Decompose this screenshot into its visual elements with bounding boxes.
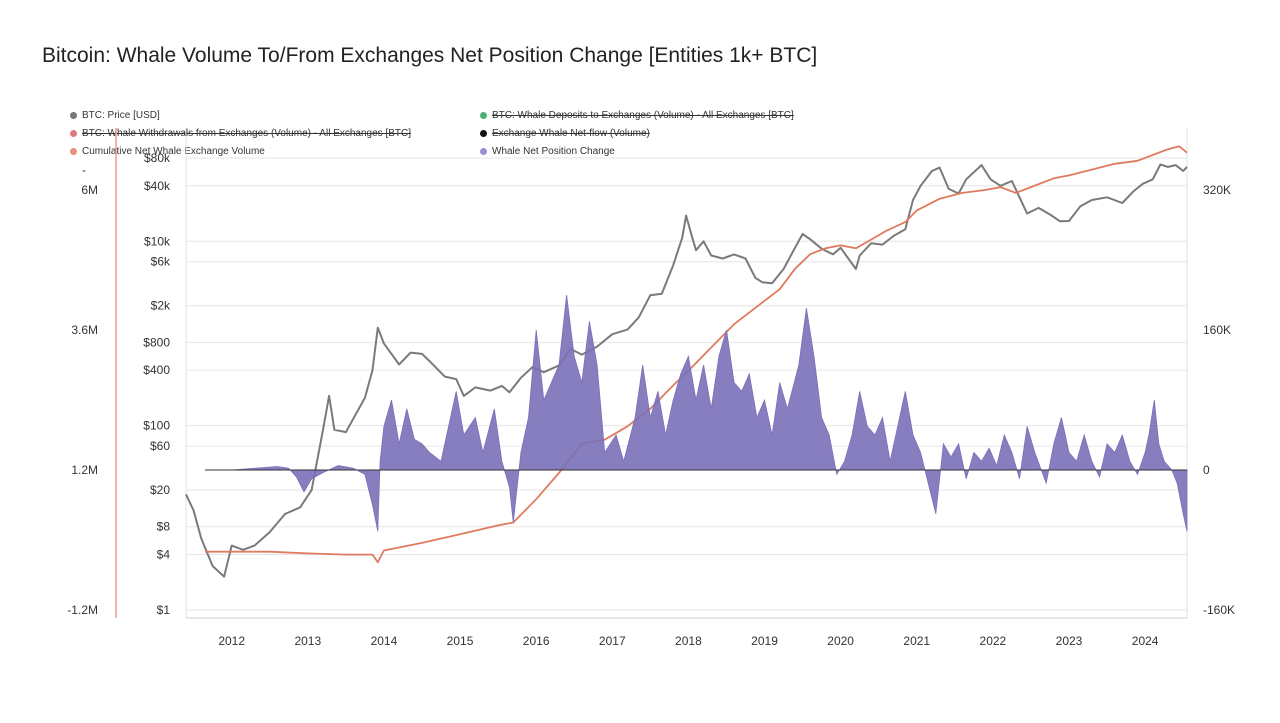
y-tick-label-cumulative: 3.6M bbox=[71, 323, 98, 337]
x-tick-label: 2014 bbox=[371, 634, 398, 648]
legend-item-withdrawals[interactable]: BTC: Whale Withdrawals from Exchanges (V… bbox=[70, 128, 411, 139]
series-cumulative-line bbox=[205, 145, 1188, 564]
y-tick-label-cumulative: 6M bbox=[81, 183, 98, 197]
x-tick-label: 2022 bbox=[980, 634, 1007, 648]
y-tick-label-price: $10k bbox=[144, 234, 171, 248]
y-tick-label-price: $1 bbox=[157, 603, 171, 617]
y-tick-label-price: $40k bbox=[144, 179, 171, 193]
y-tick-label-price: $20 bbox=[150, 483, 170, 497]
x-tick-label: 2012 bbox=[218, 634, 245, 648]
y-tick-label-cumulative: 1.2M bbox=[71, 463, 98, 477]
y-tick-label-right: 320K bbox=[1203, 183, 1231, 197]
x-tick-label: 2013 bbox=[294, 634, 321, 648]
legend-item-price[interactable]: BTC: Price [USD] bbox=[70, 110, 160, 121]
y-tick-label-cumulative: - bbox=[82, 163, 86, 177]
x-tick-label: 2017 bbox=[599, 634, 626, 648]
legend-item-deposits[interactable]: BTC: Whale Deposits to Exchanges (Volume… bbox=[480, 110, 794, 121]
legend-label: Whale Net Position Change bbox=[492, 146, 615, 157]
x-tick-label: 2018 bbox=[675, 634, 702, 648]
x-tick-label: 2020 bbox=[827, 634, 854, 648]
legend-item-net-position[interactable]: Whale Net Position Change bbox=[480, 146, 615, 157]
legend-label: BTC: Price [USD] bbox=[82, 110, 160, 121]
legend-item-cumulative[interactable]: Cumulative Net Whale Exchange Volume bbox=[70, 146, 265, 157]
legend-dot-icon bbox=[480, 148, 487, 155]
x-tick-label: 2023 bbox=[1056, 634, 1083, 648]
legend-label: BTC: Whale Withdrawals from Exchanges (V… bbox=[82, 128, 412, 139]
legend-item-netflow[interactable]: Exchange Whale Net-flow (Volume) bbox=[480, 128, 650, 139]
legend-dot-icon bbox=[70, 130, 77, 137]
series-price-line bbox=[185, 163, 1188, 578]
y-tick-label-price: $2k bbox=[151, 299, 171, 313]
legend-dot-icon bbox=[480, 112, 487, 119]
x-tick-label: 2019 bbox=[751, 634, 778, 648]
y-tick-label-right: 0 bbox=[1203, 463, 1210, 477]
x-tick-label: 2015 bbox=[447, 634, 474, 648]
y-tick-label-price: $100 bbox=[143, 419, 170, 433]
x-tick-label: 2021 bbox=[903, 634, 930, 648]
legend-dot-icon bbox=[70, 112, 77, 119]
y-tick-label-price: $60 bbox=[150, 439, 170, 453]
x-tick-label: 2016 bbox=[523, 634, 550, 648]
y-tick-label-price: $6k bbox=[151, 255, 171, 269]
legend-label: Exchange Whale Net-flow (Volume) bbox=[492, 128, 650, 139]
y-tick-label-price: $400 bbox=[143, 363, 170, 377]
y-tick-label-price: $4 bbox=[157, 547, 171, 561]
legend-label: BTC: Whale Deposits to Exchanges (Volume… bbox=[492, 110, 794, 121]
series-net-position-area bbox=[205, 294, 1188, 532]
chart-title: Bitcoin: Whale Volume To/From Exchanges … bbox=[42, 44, 818, 67]
legend-label: Cumulative Net Whale Exchange Volume bbox=[82, 146, 265, 157]
legend-dot-icon bbox=[480, 130, 487, 137]
y-tick-label-right: -160K bbox=[1203, 603, 1235, 617]
legend-dot-icon bbox=[70, 148, 77, 155]
y-tick-label-cumulative: -1.2M bbox=[67, 603, 98, 617]
y-tick-label-right: 160K bbox=[1203, 323, 1231, 337]
y-tick-label-price: $80k bbox=[144, 151, 171, 165]
y-tick-label-price: $800 bbox=[143, 335, 170, 349]
x-tick-label: 2024 bbox=[1132, 634, 1159, 648]
y-tick-label-price: $8 bbox=[157, 520, 171, 534]
